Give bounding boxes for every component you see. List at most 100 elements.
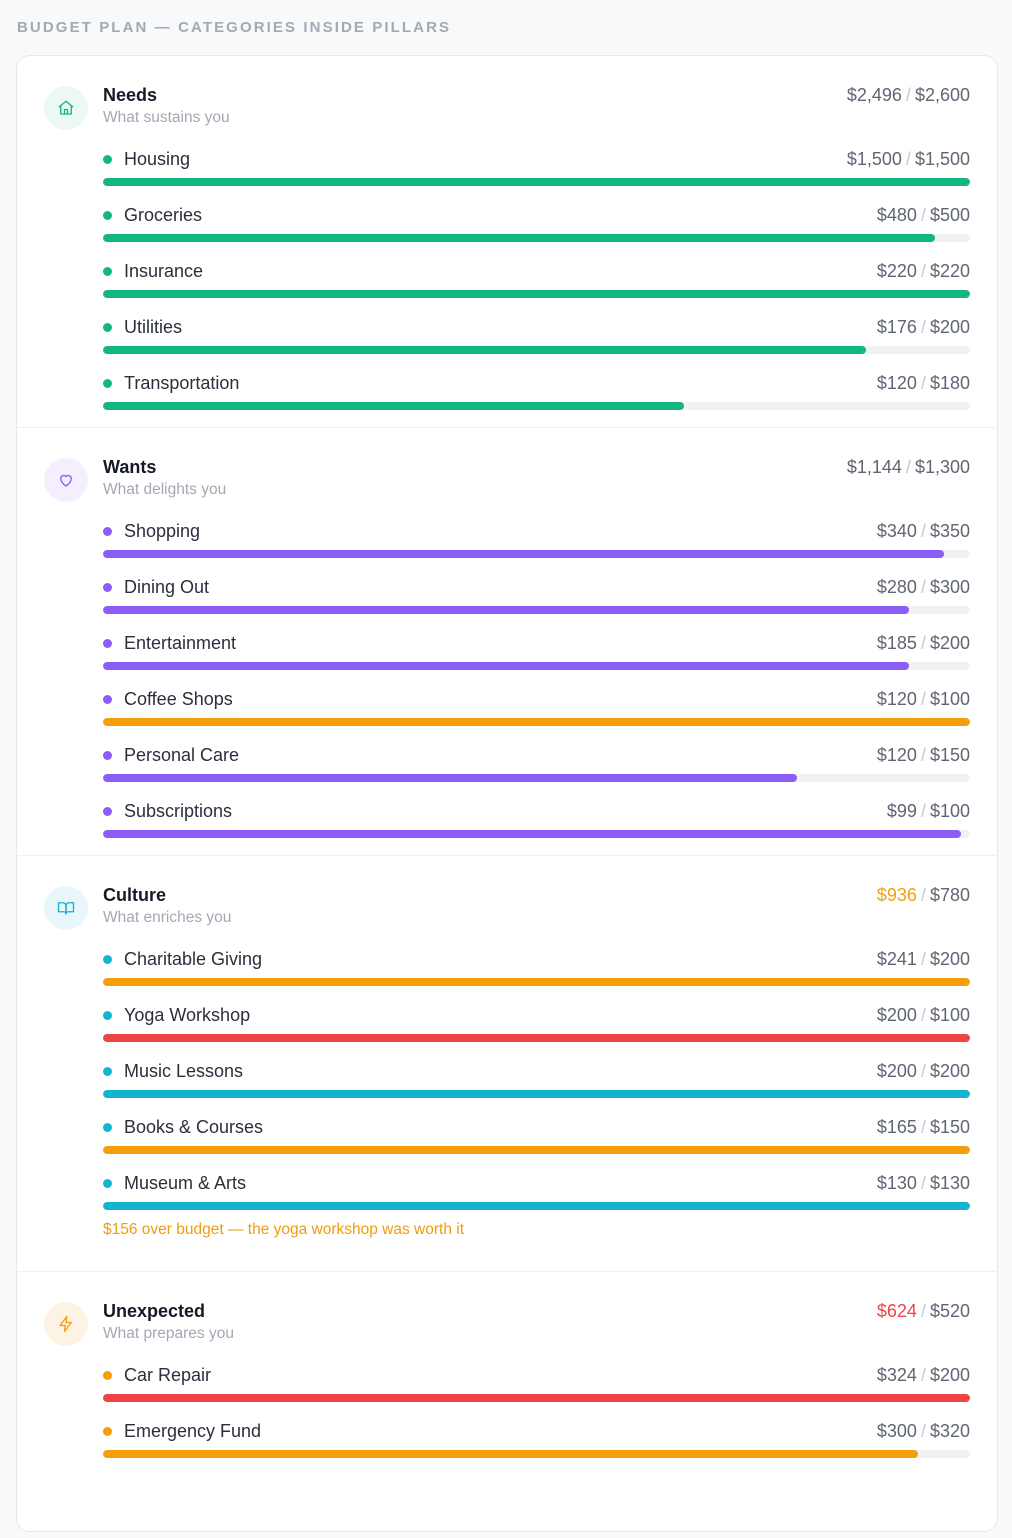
category-spent: $1,500 — [846, 149, 902, 169]
category-spent: $185 — [876, 633, 917, 653]
pillar-title-group: Needs What sustains you — [103, 84, 230, 129]
category-row[interactable]: Charitable Giving $241/$200 — [103, 947, 970, 1003]
category-spent: $165 — [876, 1117, 917, 1137]
category-row[interactable]: Dining Out $280/$300 — [103, 575, 970, 631]
category-header: Books & Courses $165/$150 — [103, 1115, 970, 1139]
category-name: Charitable Giving — [103, 949, 262, 970]
category-dot-icon — [103, 1122, 112, 1132]
category-spent: $300 — [876, 1421, 917, 1441]
category-budget: $220 — [929, 261, 970, 281]
category-row[interactable]: Utilities $176/$200 — [103, 315, 970, 371]
category-row[interactable]: Subscriptions $99/$100 — [103, 799, 970, 855]
book-icon — [44, 886, 88, 930]
category-name: Dining Out — [103, 577, 209, 598]
category-row[interactable]: Personal Care $120/$150 — [103, 743, 970, 799]
pillar-subtitle: What prepares you — [103, 1325, 234, 1342]
category-label: Housing — [124, 148, 191, 169]
pillar-amount: $2,496/$2,600 — [847, 84, 970, 106]
category-row[interactable]: Groceries $480/$500 — [103, 203, 970, 259]
category-row[interactable]: Housing $1,500/$1,500 — [103, 147, 970, 203]
category-spent: $480 — [876, 205, 917, 225]
category-amount: $120/$180 — [877, 372, 970, 394]
category-budget: $100 — [929, 1005, 970, 1025]
progress-track — [103, 234, 970, 242]
category-row[interactable]: Insurance $220/$220 — [103, 259, 970, 315]
pillar-amount: $1,144/$1,300 — [847, 456, 970, 478]
category-dot-icon — [103, 582, 112, 592]
category-amount: $220/$220 — [877, 260, 970, 282]
category-name: Insurance — [103, 261, 203, 282]
pillar-title-group: Unexpected What prepares you — [103, 1300, 234, 1345]
category-amount: $200/$200 — [877, 1060, 970, 1082]
progress-track — [103, 346, 970, 354]
category-dot-icon — [103, 1010, 112, 1020]
progress-track — [103, 550, 970, 558]
category-amount: $185/$200 — [877, 632, 970, 654]
category-name: Yoga Workshop — [103, 1005, 250, 1026]
category-budget: $100 — [929, 689, 970, 709]
lightning-icon — [44, 1302, 88, 1346]
progress-track — [103, 402, 970, 410]
home-icon — [44, 86, 88, 130]
category-row[interactable]: Shopping $340/$350 — [103, 519, 970, 575]
category-amount: $176/$200 — [877, 316, 970, 338]
progress-track — [103, 1034, 970, 1042]
category-amount: $280/$300 — [877, 576, 970, 598]
category-spent: $280 — [876, 577, 917, 597]
amount-separator: / — [920, 885, 926, 905]
progress-track — [103, 1450, 970, 1458]
category-row[interactable]: Car Repair $324/$200 — [103, 1363, 970, 1419]
category-label: Entertainment — [124, 632, 237, 653]
category-dot-icon — [103, 694, 112, 704]
amount-separator: / — [920, 633, 926, 653]
category-row[interactable]: Museum & Arts $130/$130 — [103, 1171, 970, 1227]
amount-separator: / — [920, 577, 926, 597]
category-dot-icon — [103, 210, 112, 220]
category-row[interactable]: Entertainment $185/$200 — [103, 631, 970, 687]
category-label: Personal Care — [124, 744, 240, 765]
category-name: Transportation — [103, 373, 239, 394]
category-row[interactable]: Transportation $120/$180 — [103, 371, 970, 427]
category-header: Insurance $220/$220 — [103, 259, 970, 283]
category-label: Music Lessons — [124, 1060, 244, 1081]
category-label: Emergency Fund — [124, 1420, 262, 1441]
category-header: Transportation $120/$180 — [103, 371, 970, 395]
pillar-amount: $624/$520 — [877, 1300, 970, 1322]
category-label: Transportation — [124, 372, 240, 393]
progress-track — [103, 718, 970, 726]
progress-fill — [103, 1450, 918, 1458]
category-header: Charitable Giving $241/$200 — [103, 947, 970, 971]
category-row[interactable]: Coffee Shops $120/$100 — [103, 687, 970, 743]
progress-fill — [103, 606, 910, 614]
category-spent: $241 — [876, 949, 917, 969]
category-name: Shopping — [103, 521, 200, 542]
amount-separator: / — [920, 521, 926, 541]
category-dot-icon — [103, 1370, 112, 1380]
progress-track — [103, 178, 970, 186]
category-amount: $200/$100 — [877, 1004, 970, 1026]
progress-track — [103, 662, 970, 670]
category-row[interactable]: Books & Courses $165/$150 — [103, 1115, 970, 1171]
category-spent: $200 — [876, 1005, 917, 1025]
category-budget: $300 — [929, 577, 970, 597]
pillar-unexpected: Unexpected What prepares you $624/$520 Car … — [17, 1272, 997, 1475]
category-row[interactable]: Yoga Workshop $200/$100 — [103, 1003, 970, 1059]
pillar-culture: Culture What enriches you $936/$780 Charita… — [17, 856, 997, 1272]
category-label: Shopping — [124, 520, 201, 541]
pillar-note: $156 over budget — the yoga workshop was… — [103, 1221, 465, 1238]
category-spent: $340 — [876, 521, 917, 541]
category-budget: $200 — [929, 1365, 970, 1385]
category-label: Car Repair — [124, 1364, 212, 1385]
pillar-spent: $2,496 — [846, 85, 902, 105]
progress-track — [103, 1394, 970, 1402]
category-row[interactable]: Music Lessons $200/$200 — [103, 1059, 970, 1115]
category-budget: $150 — [929, 1117, 970, 1137]
category-dot-icon — [103, 1426, 112, 1436]
category-row[interactable]: Emergency Fund $300/$320 — [103, 1419, 970, 1475]
progress-fill — [103, 402, 684, 410]
category-header: Music Lessons $200/$200 — [103, 1059, 970, 1083]
amount-separator: / — [920, 745, 926, 765]
category-label: Charitable Giving — [124, 948, 263, 969]
category-spent: $324 — [876, 1365, 917, 1385]
category-amount: $99/$100 — [887, 800, 970, 822]
